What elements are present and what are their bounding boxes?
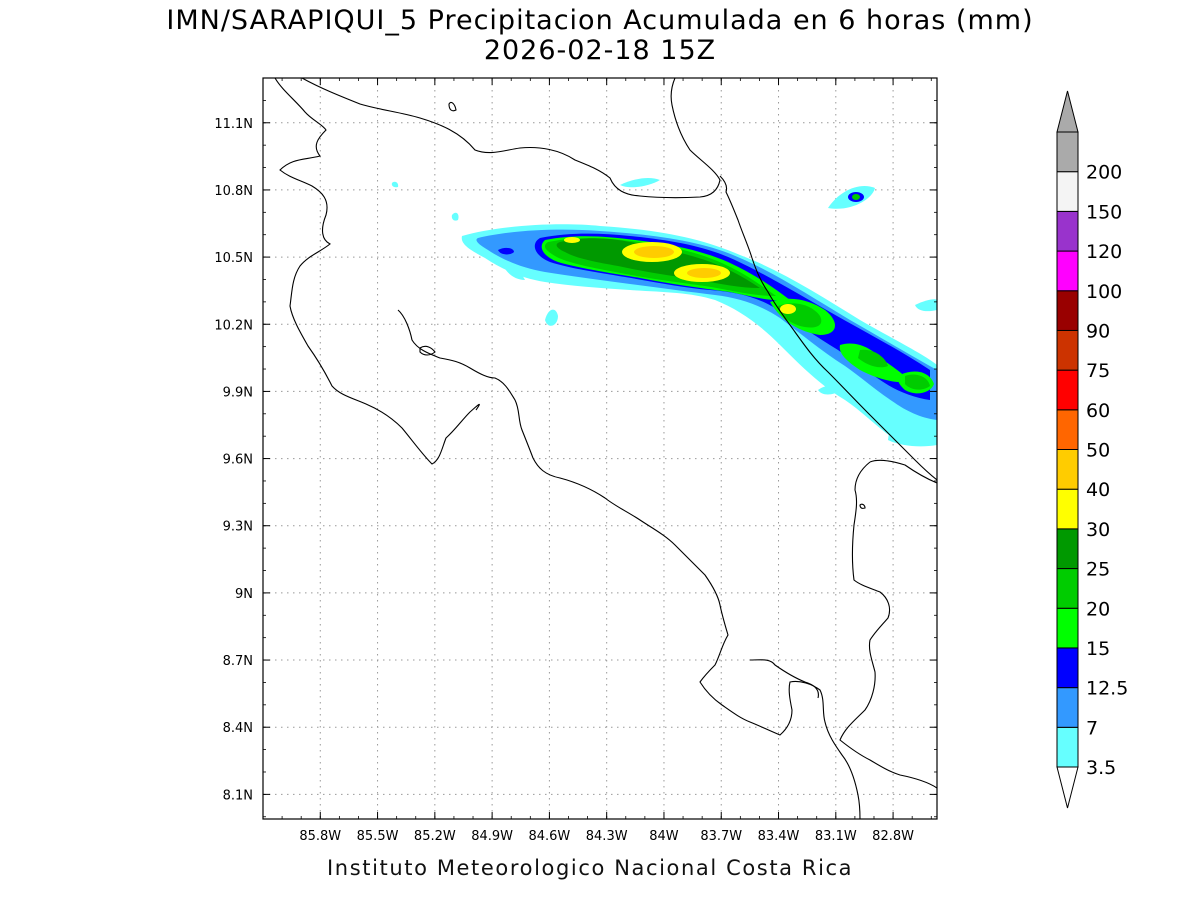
- x-tick-label: 84.9W: [471, 829, 513, 844]
- x-tick-label: 84.6W: [528, 829, 570, 844]
- plot-frame: [262, 77, 938, 820]
- grid-lines: [263, 78, 937, 819]
- nicoya-inlet-shape: [419, 345, 436, 356]
- legend-label: 75: [1086, 360, 1110, 382]
- x-tick-label: 84W: [649, 829, 679, 844]
- footer-credit: Instituto Meteorologico Nacional Costa R…: [327, 856, 854, 880]
- legend-swatch: [1056, 687, 1079, 728]
- precip-band-3-5: [888, 415, 937, 447]
- legend-label: 15: [1086, 638, 1110, 660]
- x-tick-label: 85.2W: [414, 829, 456, 844]
- costarica-pacific-coast: [397, 309, 861, 819]
- y-tick-label: 10.5N: [214, 251, 253, 266]
- legend-label: 90: [1086, 320, 1110, 342]
- legend-label: 20: [1086, 598, 1110, 620]
- precip-band-20: [905, 374, 930, 390]
- legend-swatch: [1056, 409, 1079, 450]
- legend-swatch: [1056, 726, 1079, 768]
- y-tick-label: 8.4N: [223, 721, 253, 736]
- map-subtitle-datetime: 2026-02-18 15Z: [483, 35, 717, 66]
- legend-swatch: [1056, 131, 1079, 173]
- precip-band-3-5: [451, 212, 459, 221]
- legend-swatch: [1056, 210, 1079, 252]
- legend-label: 3.5: [1086, 757, 1116, 779]
- legend-label: 50: [1086, 440, 1110, 462]
- legend-swatch: [1056, 449, 1079, 490]
- precip-cell-30: [564, 237, 580, 243]
- legend-label: 200: [1086, 162, 1122, 184]
- x-tick-label: 82.8W: [872, 829, 914, 844]
- legend-label: 12.5: [1086, 678, 1128, 700]
- legend-swatch: [1056, 369, 1079, 411]
- precip-band-7: [476, 229, 937, 420]
- y-tick-label: 8.1N: [223, 788, 253, 803]
- x-tick-label: 83.7W: [700, 829, 742, 844]
- legend-swatch: [1056, 329, 1079, 371]
- legend-label: 40: [1086, 479, 1110, 501]
- legend-swatch: [1056, 290, 1079, 331]
- precip-cell-20: [852, 194, 860, 200]
- y-tick-label: 11.1N: [214, 117, 253, 132]
- map-title: IMN/SARAPIQUI_5 Precipitacion Acumulada …: [166, 5, 1034, 36]
- nicaragua-north-coast: [301, 78, 721, 199]
- legend-colorbar: 3.5 7 12.5 15 20 25 30 40 50 60 75 90 100 120 150 200: [1056, 90, 1128, 809]
- y-tick-label: 9.9N: [223, 385, 253, 400]
- precip-band-3-5: [500, 258, 525, 280]
- precip-band-20: [858, 349, 888, 368]
- legend-label: 25: [1086, 559, 1110, 581]
- coast-islet-shape: [859, 503, 866, 509]
- x-tick-label: 85.8W: [299, 829, 341, 844]
- precip-cell-30: [780, 304, 796, 314]
- x-tick-label: 83.1W: [815, 829, 857, 844]
- legend-label: 60: [1086, 400, 1110, 422]
- legend-swatch: [1056, 568, 1079, 609]
- legend-swatch: [1056, 528, 1079, 570]
- legend-label: 120: [1086, 241, 1122, 263]
- coastlines: [274, 78, 937, 819]
- y-tick-label: 8.7N: [223, 654, 253, 669]
- lake-island-shape: [448, 101, 457, 112]
- legend-label: 7: [1086, 717, 1098, 739]
- precip-band-3-5: [818, 385, 842, 395]
- y-tick-label: 9.3N: [223, 520, 253, 535]
- y-tick-label: 9.6N: [223, 453, 253, 468]
- precip-band-3-5: [620, 177, 660, 188]
- panama-border: [839, 461, 937, 789]
- precipitation-field: [391, 177, 937, 447]
- legend-label: 100: [1086, 281, 1122, 303]
- legend-swatch: [1056, 171, 1079, 212]
- nicaragua-costarica-border: [719, 175, 937, 481]
- precip-band-3-5: [391, 181, 399, 188]
- legend-swatch: [1056, 647, 1079, 689]
- nicaragua-lake-coast: [274, 78, 480, 465]
- precip-cell-40: [634, 246, 674, 258]
- x-tick-label: 84.3W: [586, 829, 628, 844]
- precip-band-3-5: [545, 309, 558, 326]
- precip-band-3-5: [915, 299, 937, 312]
- x-tick-label: 85.5W: [357, 829, 399, 844]
- legend-swatch: [1056, 607, 1079, 649]
- x-axis: 85.8W 85.5W 85.2W 84.9W 84.6W 84.3W 84W 83.7W 83…: [262, 78, 932, 844]
- legend-label: 150: [1086, 201, 1122, 223]
- y-tick-label: 10.8N: [214, 184, 253, 199]
- legend-upper-triangle: [1056, 90, 1079, 133]
- y-tick-label: 9N: [235, 587, 253, 602]
- x-tick-label: 83.4W: [758, 829, 800, 844]
- y-tick-label: 10.2N: [214, 318, 253, 333]
- costarica-caribbean-coast: [869, 459, 937, 484]
- legend-swatch: [1056, 250, 1079, 292]
- osa-peninsula-coast: [749, 659, 819, 699]
- precip-band-3-5: [461, 224, 937, 443]
- legend-lower-triangle: [1056, 766, 1079, 809]
- legend-swatch: [1056, 488, 1079, 530]
- legend-label: 30: [1086, 519, 1110, 541]
- precip-band-12-5: [498, 247, 514, 255]
- y-axis: 11.1N 10.8N 10.5N 10.2N 9.9N 9.6N 9.3N 9N 8.7N 8.…: [214, 77, 937, 818]
- precip-cell-40: [687, 268, 721, 278]
